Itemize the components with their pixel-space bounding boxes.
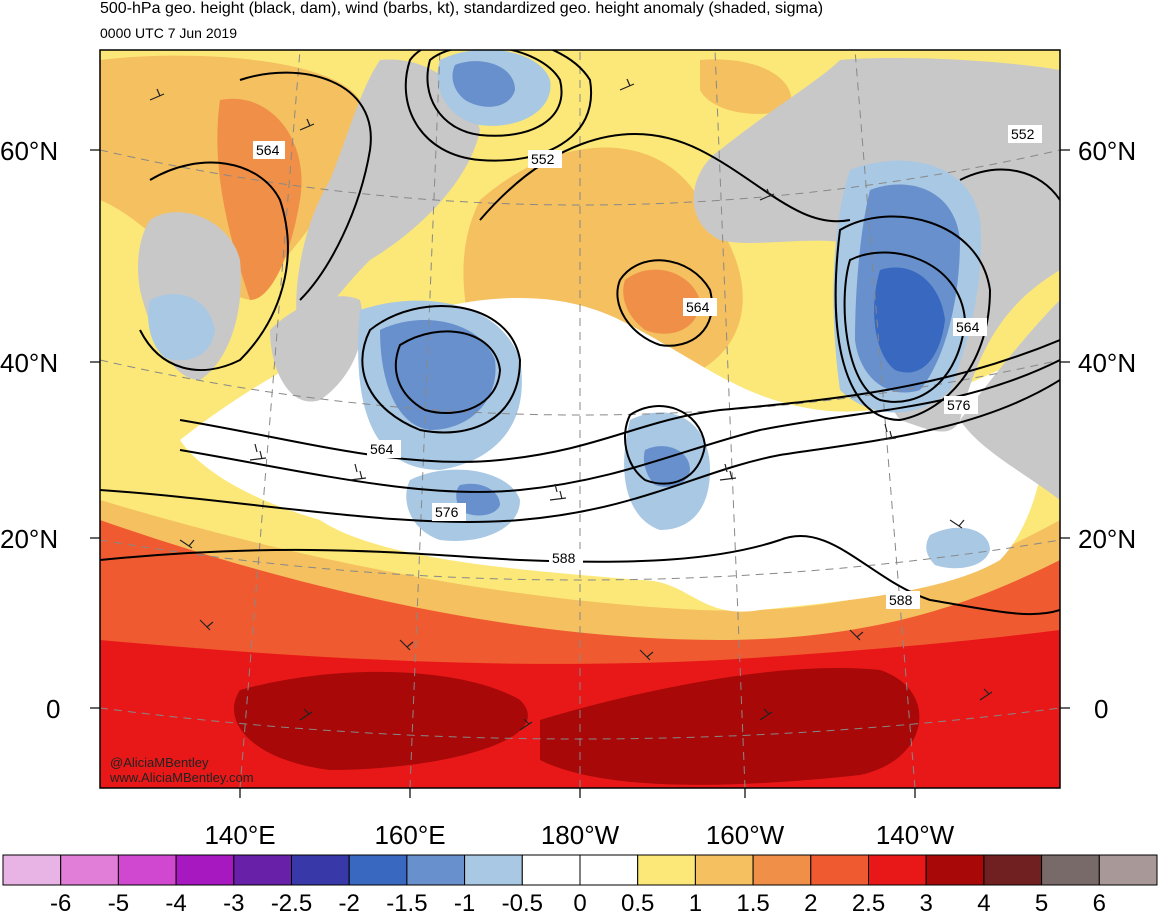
colorbar-swatch — [521, 854, 581, 886]
colorbar-label: -2.5 — [271, 890, 312, 913]
chart-title: 500-hPa geo. height (black, dam), wind (… — [100, 0, 824, 17]
colorbar-label: 2.5 — [852, 890, 885, 913]
colorbar-label: 3 — [920, 890, 933, 913]
colorbar-label: 5 — [1035, 890, 1048, 913]
lat-label-right: 20°N — [1078, 524, 1137, 554]
colorbar-label: -1.5 — [386, 890, 427, 913]
colorbar-swatch — [60, 854, 119, 886]
lat-label-right: 0 — [1094, 694, 1109, 724]
colorbar-swatch — [1098, 854, 1158, 886]
colorbar-swatch — [694, 854, 754, 886]
colorbar-swatch — [579, 854, 639, 886]
credit-site: www.AliciaMBentley.com — [110, 770, 254, 785]
colorbar-label: 1 — [689, 890, 702, 913]
contour-label: 564 — [956, 319, 980, 335]
lon-label: 180°W — [540, 820, 620, 850]
lon-label: 140°W — [875, 820, 955, 850]
colorbar-swatch — [233, 854, 293, 886]
colorbar-label: -1 — [454, 890, 475, 913]
anomaly-core-4-east — [540, 668, 920, 785]
colorbar-label: -2 — [339, 890, 360, 913]
colorbar-label: -3 — [223, 890, 244, 913]
colorbar-swatch — [983, 854, 1043, 886]
lon-label: 160°E — [374, 820, 446, 850]
valid-time: 0000 UTC 7 Jun 2019 — [100, 25, 237, 41]
colorbar-label: 0.5 — [621, 890, 654, 913]
contour-label: 576 — [947, 397, 971, 413]
colorbar-swatch — [868, 854, 927, 886]
colorbar-swatch — [637, 854, 696, 886]
anomaly-core-4 — [234, 671, 528, 770]
colorbar-swatch — [291, 854, 350, 886]
contour-labels: 564 552 564 552 564 576 564 576 588 588 — [256, 126, 1035, 608]
colorbar-label: 4 — [977, 890, 990, 913]
colorbar-label: -6 — [50, 890, 71, 913]
colorbar-swatch — [117, 854, 177, 886]
contour-label: 552 — [531, 151, 555, 167]
credit-handle: @AliciaMBentley — [110, 755, 209, 770]
colorbar-swatch — [1041, 854, 1100, 886]
contour-label: 588 — [889, 592, 913, 608]
lat-label-right: 40°N — [1078, 348, 1137, 378]
colorbar-swatch — [406, 854, 466, 886]
colorbar-label: -5 — [108, 890, 129, 913]
colorbar-label: -4 — [165, 890, 186, 913]
lon-label: 140°E — [204, 820, 276, 850]
lat-label-left: 40°N — [0, 348, 59, 378]
lon-label: 160°W — [705, 820, 785, 850]
contour-label: 564 — [686, 299, 710, 315]
colorbar-label: 6 — [1093, 890, 1106, 913]
lat-label-left: 20°N — [0, 524, 59, 554]
axis-ticks — [90, 149, 1070, 798]
lat-label-left: 60°N — [0, 136, 59, 166]
graticule — [100, 50, 1060, 788]
contour-label: 588 — [552, 550, 576, 566]
contour-label: 564 — [256, 142, 280, 158]
contour-label: 576 — [435, 504, 459, 520]
colorbar-legend: -6 -5 -4 -3 -2.5 -2 -1.5 -1 -0.5 0 0.5 1 1.5 2 2.5 3 4 5 6 — [2, 854, 1158, 913]
wind-barbs — [149, 78, 993, 731]
colorbar-swatch — [752, 854, 812, 886]
lat-label-left: 0 — [46, 694, 61, 724]
height-contours — [100, 50, 1060, 616]
contour-label-bg — [253, 125, 1042, 609]
colorbar-label: -0.5 — [502, 890, 543, 913]
colorbar-swatch — [2, 854, 62, 886]
colorbar-label: 2 — [804, 890, 817, 913]
contour-label: 552 — [1011, 126, 1035, 142]
colorbar-swatch — [175, 854, 235, 886]
lat-label-right: 60°N — [1078, 136, 1137, 166]
colorbar-swatch — [464, 854, 523, 886]
colorbar-swatch — [348, 854, 408, 886]
colorbar-label: 0 — [573, 890, 586, 913]
land-japan — [270, 296, 363, 402]
colorbar-label: 1.5 — [736, 890, 769, 913]
contour-label: 564 — [370, 441, 394, 457]
colorbar-swatch — [810, 854, 869, 886]
land-kamchatka — [296, 59, 480, 340]
colorbar-swatch — [925, 854, 985, 886]
